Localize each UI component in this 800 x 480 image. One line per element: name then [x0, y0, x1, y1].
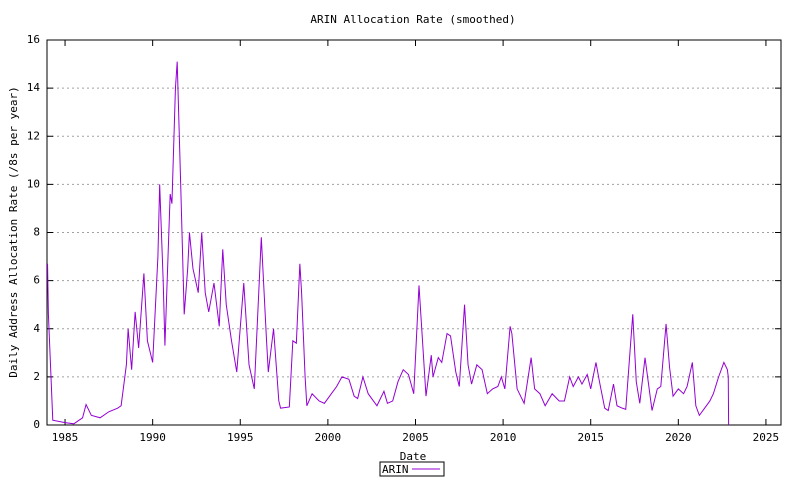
x-tick-label: 2020	[665, 431, 692, 444]
y-tick-label: 6	[33, 274, 40, 287]
data-line	[47, 61, 730, 426]
y-axis-label: Daily Address Allocation Rate (/8s per y…	[7, 86, 20, 377]
y-tick-label: 2	[33, 370, 40, 383]
chart-title: ARIN Allocation Rate (smoothed)	[310, 13, 515, 26]
x-tick-label: 2025	[753, 431, 780, 444]
y-tick-label: 12	[27, 129, 40, 142]
legend-box	[379, 461, 445, 477]
y-tick-label: 16	[27, 33, 40, 46]
y-tick-label: 8	[33, 226, 40, 239]
y-tick-label: 10	[27, 177, 40, 190]
y-tick-label: 14	[27, 81, 41, 94]
x-tick-label: 2005	[402, 431, 429, 444]
plot-border	[46, 39, 782, 426]
x-tick-label: 2010	[490, 431, 517, 444]
x-axis-label: Date	[400, 450, 427, 463]
x-tick-label: 1990	[139, 431, 166, 444]
legend-label: ARIN	[382, 463, 409, 476]
y-tick-label: 4	[33, 322, 40, 335]
x-tick-label: 2015	[577, 431, 604, 444]
x-tick-label: 2000	[315, 431, 342, 444]
y-tick-label: 0	[33, 418, 40, 431]
x-tick-label: 1985	[52, 431, 79, 444]
x-tick-label: 1995	[227, 431, 254, 444]
